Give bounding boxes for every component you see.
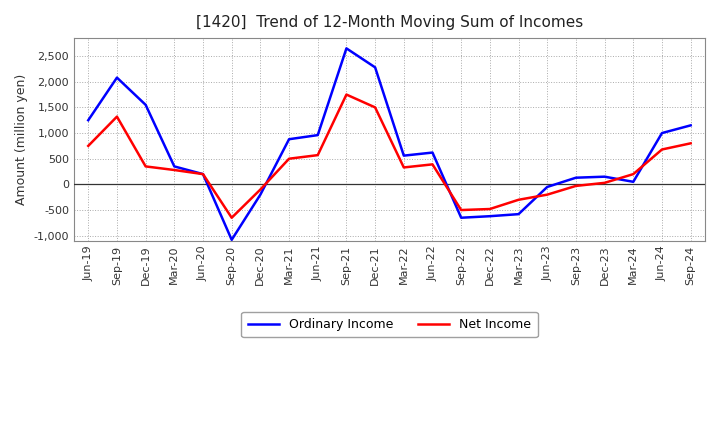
Ordinary Income [228,237,236,242]
Ordinary Income [313,132,322,138]
Net Income [84,143,93,149]
Line: Ordinary Income: Ordinary Income [89,48,690,240]
Net Income [228,215,236,220]
Ordinary Income [572,175,580,180]
Net Income [686,141,695,146]
Ordinary Income [84,117,93,123]
Net Income [514,197,523,202]
Ordinary Income [543,184,552,190]
Ordinary Income [600,174,609,180]
Ordinary Income [170,164,179,169]
Ordinary Income [199,172,207,177]
Line: Net Income: Net Income [89,95,690,218]
Net Income [457,207,466,213]
Ordinary Income [686,123,695,128]
Net Income [199,172,207,177]
Net Income [256,187,265,192]
Legend: Ordinary Income, Net Income: Ordinary Income, Net Income [241,312,538,337]
Title: [1420]  Trend of 12-Month Moving Sum of Incomes: [1420] Trend of 12-Month Moving Sum of I… [196,15,583,30]
Net Income [428,162,437,167]
Ordinary Income [657,130,666,136]
Net Income [112,114,121,119]
Net Income [141,164,150,169]
Ordinary Income [514,212,523,217]
Ordinary Income [342,46,351,51]
Ordinary Income [112,75,121,80]
Ordinary Income [400,153,408,158]
Net Income [485,206,494,212]
Net Income [543,192,552,197]
Net Income [657,147,666,152]
Net Income [284,156,293,161]
Ordinary Income [485,213,494,219]
Net Income [313,153,322,158]
Net Income [170,167,179,172]
Net Income [371,105,379,110]
Ordinary Income [371,65,379,70]
Ordinary Income [256,192,265,197]
Net Income [572,183,580,189]
Ordinary Income [284,136,293,142]
Net Income [342,92,351,97]
Net Income [600,180,609,186]
Ordinary Income [428,150,437,155]
Y-axis label: Amount (million yen): Amount (million yen) [15,74,28,205]
Ordinary Income [141,102,150,107]
Net Income [629,172,638,177]
Ordinary Income [629,179,638,184]
Net Income [400,165,408,170]
Ordinary Income [457,215,466,220]
